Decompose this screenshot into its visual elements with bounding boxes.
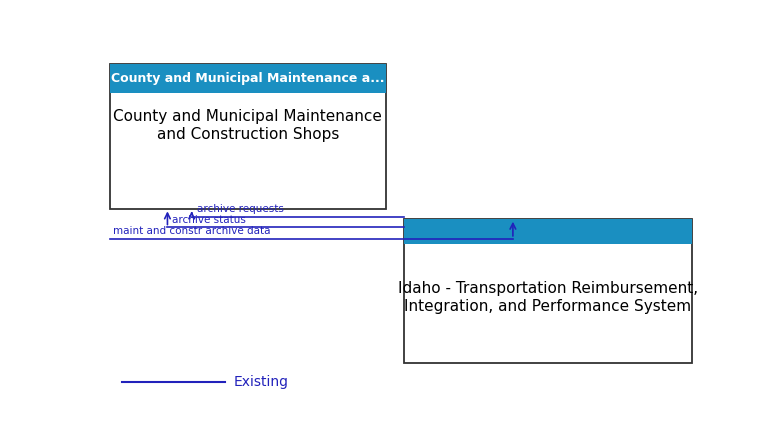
FancyBboxPatch shape (404, 219, 692, 363)
Text: Existing: Existing (234, 375, 289, 389)
Text: archive status: archive status (172, 215, 246, 225)
Text: Idaho - Transportation Reimbursement,
Integration, and Performance System: Idaho - Transportation Reimbursement, In… (398, 281, 698, 314)
Text: archive requests: archive requests (196, 204, 283, 215)
Text: maint and constr archive data: maint and constr archive data (113, 226, 271, 236)
FancyBboxPatch shape (109, 64, 386, 93)
Text: County and Municipal Maintenance
and Construction Shops: County and Municipal Maintenance and Con… (113, 110, 382, 142)
FancyBboxPatch shape (109, 64, 386, 208)
FancyBboxPatch shape (404, 219, 692, 244)
Text: County and Municipal Maintenance a...: County and Municipal Maintenance a... (111, 72, 385, 85)
